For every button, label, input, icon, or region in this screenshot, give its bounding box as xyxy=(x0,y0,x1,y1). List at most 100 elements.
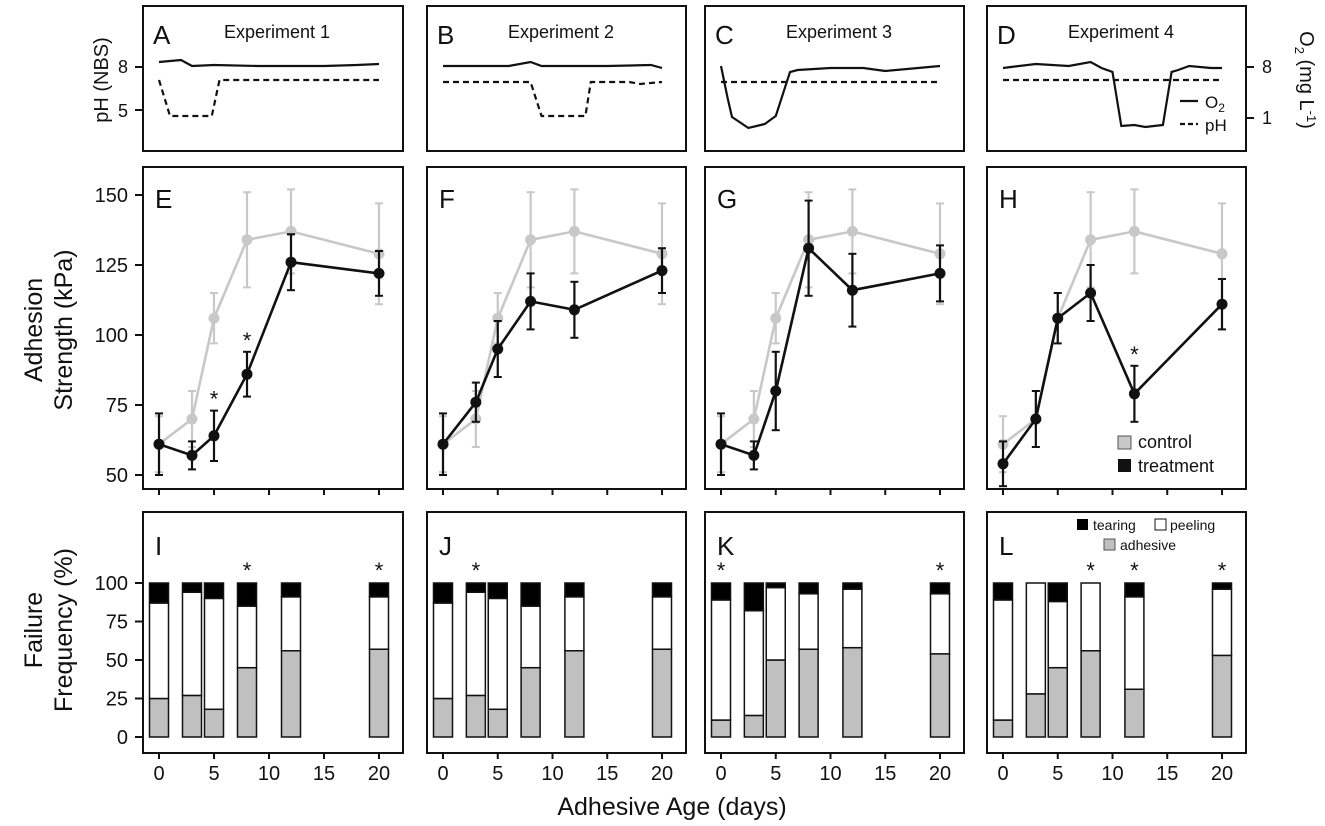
control-line xyxy=(1002,230,1223,446)
failure-ytick-label: 75 xyxy=(106,612,128,634)
control-point xyxy=(1085,234,1097,246)
tearing-bar-segment xyxy=(992,582,1014,601)
strength-ytick-label: 125 xyxy=(95,255,128,277)
treatment-line xyxy=(720,245,941,458)
x-axis-label: Adhesive Age (days) xyxy=(557,793,786,821)
tearing-bar-segment xyxy=(710,582,732,601)
x-tick-label: 10 xyxy=(541,763,563,785)
tearing-bar-segment xyxy=(765,582,786,589)
control-legend-label: control xyxy=(1138,432,1192,452)
peeling-legend-label: peeling xyxy=(1170,517,1215,533)
adhesive-bar-segment xyxy=(765,659,786,738)
failure-axis-label-line1: Failure xyxy=(20,592,48,668)
o2-label-unit: (mg L xyxy=(1295,54,1317,111)
panel-letter: L xyxy=(999,531,1013,561)
peeling-bar-segment xyxy=(465,591,487,697)
x-tick-label: 0 xyxy=(715,763,726,785)
failure-panel-l: L * * * 0 5 10 15 20 xyxy=(986,511,1247,785)
panel-frame xyxy=(704,511,965,754)
treatment-legend-swatch xyxy=(1118,459,1131,472)
treatment-point xyxy=(153,438,165,450)
strength-legend: control treatment xyxy=(1117,432,1214,476)
treatment-point xyxy=(1030,413,1042,425)
ph-axis-label: pH (NBS) xyxy=(91,37,113,123)
plot-area: A Experiment 1 B Experiment 2 C Experiment 3 D… xyxy=(95,5,1272,785)
treatment-point xyxy=(656,265,668,277)
peeling-bar-segment xyxy=(743,609,765,717)
control-point xyxy=(241,234,253,246)
panel-title: Experiment 2 xyxy=(508,22,614,42)
panel-frame xyxy=(426,511,687,754)
adhesive-bar-segment xyxy=(148,697,170,738)
control-legend-swatch xyxy=(1117,435,1132,450)
strength-ytick-label: 100 xyxy=(95,325,128,347)
treatment-point xyxy=(1216,298,1228,310)
peeling-bar-segment xyxy=(710,599,732,721)
treatment-line xyxy=(1001,290,1223,465)
tearing-bar-segment xyxy=(842,582,863,590)
treatment-point xyxy=(470,396,482,408)
adhesive-bar-segment xyxy=(651,648,673,738)
treatment-point xyxy=(492,343,504,355)
adhesive-legend-label: adhesive xyxy=(1120,537,1176,553)
treatment-point xyxy=(208,430,220,442)
peeling-bar-segment xyxy=(992,599,1014,721)
x-tick-label: 20 xyxy=(929,763,951,785)
panel-frame xyxy=(986,166,1247,490)
adhesive-bar-segment xyxy=(1080,650,1101,738)
x-tick-label: 20 xyxy=(1211,763,1233,785)
env-panel-c: C Experiment 3 xyxy=(704,5,965,152)
o2-line xyxy=(443,60,663,70)
peeling-bar-segment xyxy=(181,591,203,697)
peeling-bar-segment xyxy=(651,596,673,650)
x-tick-label: 5 xyxy=(492,763,503,785)
adhesive-bar-segment xyxy=(465,694,487,738)
peeling-bar-segment xyxy=(798,593,819,650)
treatment-point xyxy=(437,438,449,450)
adhesive-bar-segment xyxy=(432,697,454,738)
panel-letter: G xyxy=(717,184,737,214)
strength-panel-f: F xyxy=(426,166,687,495)
significance-star: * xyxy=(210,387,219,412)
control-line xyxy=(442,230,663,446)
peeling-bar-segment xyxy=(1080,582,1101,652)
x-tick-label: 5 xyxy=(208,763,219,785)
significance-star: * xyxy=(243,328,252,353)
tearing-bar-segment xyxy=(1124,582,1145,598)
panel-letter: I xyxy=(155,531,162,561)
peeling-bar-segment xyxy=(929,593,951,655)
strength-panel-h: H* xyxy=(986,166,1247,495)
tearing-bar-segment xyxy=(1211,582,1233,590)
panel-letter: B xyxy=(437,20,454,50)
control-point xyxy=(846,225,858,237)
treatment-point xyxy=(568,304,580,316)
treatment-point xyxy=(241,368,253,380)
strength-panel-g: G xyxy=(704,166,965,495)
tearing-bar-segment xyxy=(432,582,454,604)
o2-label-exp: -1 xyxy=(1304,111,1319,123)
x-tick-label: 20 xyxy=(368,763,390,785)
tearing-bar-segment xyxy=(743,582,765,612)
adhesive-legend-swatch xyxy=(1103,538,1116,551)
significance-star: * xyxy=(936,558,945,583)
adhesive-bar-segment xyxy=(1211,654,1233,738)
panel-frame xyxy=(426,5,687,152)
panel-frame xyxy=(142,511,404,754)
adhesive-bar-segment xyxy=(743,714,765,738)
o2-line xyxy=(1002,60,1222,129)
x-tick-label: 10 xyxy=(258,763,280,785)
x-tick-label: 15 xyxy=(313,763,335,785)
peeling-bar-segment xyxy=(520,605,541,669)
control-point xyxy=(208,312,220,324)
treatment-point xyxy=(1085,287,1097,299)
failure-ytick-label: 100 xyxy=(95,573,128,595)
panel-frame xyxy=(426,166,687,490)
treatment-legend-label: treatment xyxy=(1138,456,1214,476)
peeling-legend-swatch xyxy=(1154,518,1167,531)
env-panel-d: D Experiment 4 xyxy=(986,5,1247,152)
strength-ytick-label: 150 xyxy=(95,185,128,207)
peeling-bar-segment xyxy=(280,596,302,652)
adhesive-bar-segment xyxy=(181,694,203,738)
treatment-line xyxy=(441,269,663,446)
